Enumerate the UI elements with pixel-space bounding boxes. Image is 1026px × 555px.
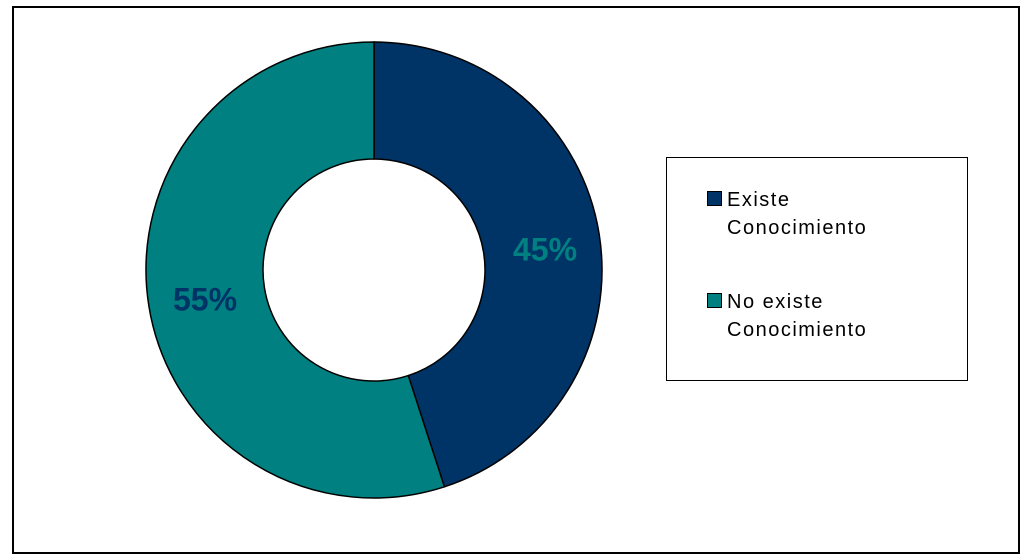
donut-data-labels: 45% 55%	[173, 231, 577, 317]
legend-item-existe-conocimiento: Existe Conocimiento	[707, 186, 867, 242]
legend-swatch	[707, 293, 722, 308]
legend-swatch	[707, 191, 722, 206]
donut-data-label: 45%	[513, 231, 577, 267]
legend-item-no-existe-conocimiento: No existe Conocimiento	[707, 288, 867, 344]
donut-data-label: 55%	[173, 281, 237, 317]
legend-label: Existe Conocimiento	[727, 189, 868, 239]
donut-slices	[145, 41, 603, 499]
donut-slice	[373, 41, 603, 488]
legend-label: No existe Conocimiento	[727, 291, 868, 341]
donut-slice	[145, 41, 446, 499]
legend: Existe Conocimiento No existe Conocimien…	[666, 157, 968, 381]
